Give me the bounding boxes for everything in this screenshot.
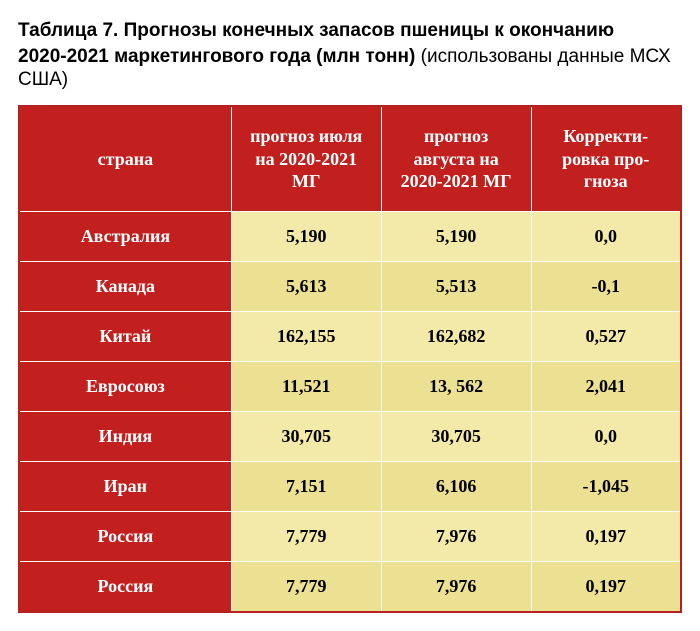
col-august: прогноз августа на 2020-2021 МГ xyxy=(381,106,531,211)
cell-july: 30,705 xyxy=(231,411,381,461)
cell-august: 162,682 xyxy=(381,311,531,361)
table-row: Индия 30,705 30,705 0,0 xyxy=(19,411,681,461)
cell-adj: 2,041 xyxy=(531,361,681,411)
forecast-table: страна прогноз июля на 2020-2021 МГ прог… xyxy=(18,105,682,613)
cell-adj: 0,0 xyxy=(531,211,681,261)
cell-august: 5,190 xyxy=(381,211,531,261)
cell-adj: -0,1 xyxy=(531,261,681,311)
cell-july: 5,190 xyxy=(231,211,381,261)
cell-august: 7,976 xyxy=(381,561,531,612)
cell-country: Индия xyxy=(19,411,231,461)
col-july: прогноз июля на 2020-2021 МГ xyxy=(231,106,381,211)
title-bold-line2: 2020-2021 маркетингового года (млн тонн) xyxy=(18,46,415,67)
cell-july: 11,521 xyxy=(231,361,381,411)
table-row: Австралия 5,190 5,190 0,0 xyxy=(19,211,681,261)
table-row: Россия 7,779 7,976 0,197 xyxy=(19,511,681,561)
table-row: Россия 7,779 7,976 0,197 xyxy=(19,561,681,612)
table-row: Евросоюз 11,521 13, 562 2,041 xyxy=(19,361,681,411)
cell-july: 7,151 xyxy=(231,461,381,511)
table-header-row: страна прогноз июля на 2020-2021 МГ прог… xyxy=(19,106,681,211)
cell-country: Россия xyxy=(19,561,231,612)
cell-adj: -1,045 xyxy=(531,461,681,511)
cell-country: Россия xyxy=(19,511,231,561)
table-row: Иран 7,151 6,106 -1,045 xyxy=(19,461,681,511)
cell-august: 6,106 xyxy=(381,461,531,511)
cell-adj: 0,0 xyxy=(531,411,681,461)
cell-august: 7,976 xyxy=(381,511,531,561)
cell-adj: 0,527 xyxy=(531,311,681,361)
cell-country: Китай xyxy=(19,311,231,361)
table-title: Таблица 7. Прогнозы конечных запасов пше… xyxy=(18,18,682,91)
cell-august: 30,705 xyxy=(381,411,531,461)
col-country: страна xyxy=(19,106,231,211)
cell-july: 162,155 xyxy=(231,311,381,361)
cell-country: Евросоюз xyxy=(19,361,231,411)
table-row: Канада 5,613 5,513 -0,1 xyxy=(19,261,681,311)
cell-august: 5,513 xyxy=(381,261,531,311)
cell-adj: 0,197 xyxy=(531,561,681,612)
title-bold-line1: Таблица 7. Прогнозы конечных запасов пше… xyxy=(18,20,614,41)
cell-country: Иран xyxy=(19,461,231,511)
cell-country: Канада xyxy=(19,261,231,311)
cell-august: 13, 562 xyxy=(381,361,531,411)
cell-july: 7,779 xyxy=(231,561,381,612)
cell-july: 7,779 xyxy=(231,511,381,561)
cell-july: 5,613 xyxy=(231,261,381,311)
cell-adj: 0,197 xyxy=(531,511,681,561)
table-row: Китай 162,155 162,682 0,527 xyxy=(19,311,681,361)
cell-country: Австралия xyxy=(19,211,231,261)
col-adjustment: Корректи-ровка про-гноза xyxy=(531,106,681,211)
